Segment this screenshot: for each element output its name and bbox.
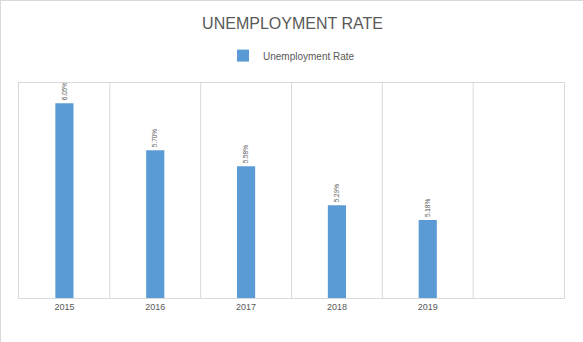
svg-text:2016: 2016	[145, 302, 165, 312]
svg-text:2017: 2017	[236, 302, 256, 312]
svg-text:2019: 2019	[418, 302, 438, 312]
svg-text:Unemployment Rate: Unemployment Rate	[263, 51, 355, 62]
svg-text:5.70%: 5.70%	[151, 129, 158, 147]
svg-text:5.18%: 5.18%	[424, 199, 431, 217]
svg-text:2015: 2015	[54, 302, 74, 312]
svg-text:UNEMPLOYMENT RATE: UNEMPLOYMENT RATE	[202, 15, 383, 32]
svg-text:6.05%: 6.05%	[61, 82, 68, 100]
svg-text:5.29%: 5.29%	[333, 184, 340, 202]
svg-text:5.58%: 5.58%	[242, 145, 249, 163]
svg-text:2018: 2018	[327, 302, 347, 312]
